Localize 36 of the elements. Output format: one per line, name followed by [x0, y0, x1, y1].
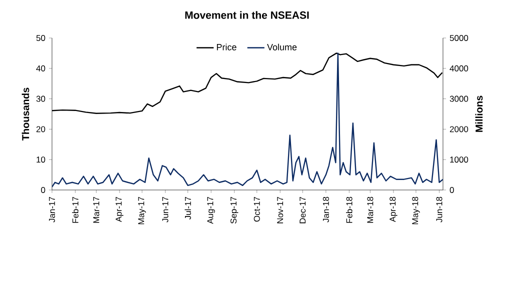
y2-tick-label: 0 [450, 186, 454, 193]
x-tick-label: Jun-17 [162, 196, 168, 222]
x-tick-label: Jan-17 [49, 196, 55, 222]
y2-tick-label: 3000 [450, 96, 468, 102]
chart-title: Movement in the NSEASI [185, 11, 309, 19]
line-series [52, 52, 443, 188]
y-tick-label: 0 [41, 186, 46, 193]
y-tick-label: 40 [36, 65, 46, 72]
y-tick-label: 10 [36, 156, 46, 163]
x-tick-label: Mar-17 [93, 196, 100, 223]
x-tick-label: Sep-17 [230, 196, 238, 224]
x-tick-label: Apr-17 [116, 196, 124, 222]
x-tick-label: Jun-18 [436, 196, 442, 222]
x-tick-label: Nov-17 [277, 196, 284, 224]
x-tick-label: Aug-17 [207, 196, 215, 224]
y2-tick-label: 5000 [450, 35, 468, 42]
y-tick-label: 30 [36, 96, 46, 102]
x-tick-label: May-18 [412, 196, 420, 224]
x-tick-label: Jan-18 [322, 196, 329, 222]
legend-label: Price [216, 44, 236, 50]
x-tick-label: Jul-17 [184, 196, 191, 220]
x-tick-label: May-17 [138, 196, 146, 224]
x-tick-label: Dec-17 [300, 196, 306, 224]
y2-axis-title: Millions [475, 96, 483, 132]
y-axis-title: Thousands [22, 88, 30, 141]
x-tick-label: Oct-17 [254, 196, 260, 222]
y-tick-label: 20 [36, 126, 46, 132]
x-tick-label: Mar-18 [367, 196, 374, 223]
x-tick-label: Apr-18 [390, 196, 398, 222]
x-tick-label: Feb-17 [72, 196, 78, 223]
y2-tick-label: 1000 [450, 156, 468, 163]
y2-tick-label: 4000 [450, 65, 468, 72]
y2-tick-label: 2000 [450, 126, 468, 132]
legend-label: Volume [267, 44, 297, 50]
y-tick-label: 50 [36, 35, 46, 42]
x-tick-label: Feb-18 [346, 196, 352, 223]
